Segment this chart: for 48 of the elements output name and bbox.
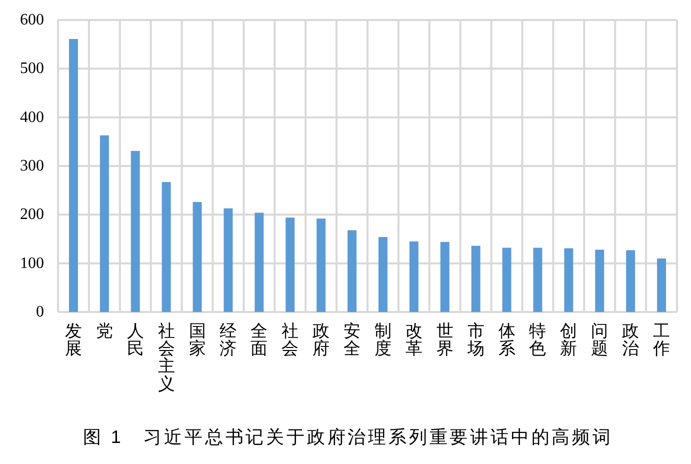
y-tick-label: 400: [20, 108, 44, 126]
x-tick-label: 经济: [220, 322, 237, 358]
x-tick-label: 发展: [64, 322, 82, 358]
x-tick-label: 世界: [436, 322, 454, 358]
x-tick-label: 国家: [188, 322, 206, 358]
x-tick-label: 全面: [250, 322, 268, 358]
x-tick-label: 特色: [529, 322, 546, 358]
text: 图 1 习近平总书记关于政府治理系列重要讲话中的高频词: [83, 427, 613, 447]
x-tick-label: 政府: [312, 322, 330, 358]
bar: [192, 202, 202, 312]
bar: [626, 250, 636, 312]
bar: [378, 237, 388, 312]
x-tick-label: 社会主义: [158, 322, 175, 394]
x-tick-label: 市场: [466, 322, 484, 358]
x-tick-label: 人民: [126, 322, 144, 358]
x-tick-label: 创新: [560, 322, 578, 358]
bar: [564, 248, 574, 312]
bar: [100, 135, 109, 312]
y-tick-label: 100: [20, 254, 44, 272]
bar: [440, 242, 450, 312]
bar: [409, 241, 418, 312]
x-tick-label: 安全: [344, 322, 361, 358]
bar: [348, 230, 357, 312]
bar: [254, 212, 264, 312]
x-tick-label: 问题: [591, 322, 608, 358]
y-tick-label: 500: [20, 60, 44, 78]
bar: [657, 258, 666, 312]
x-tick-label: 改革: [405, 322, 422, 358]
bar: [224, 208, 233, 312]
bar: [316, 218, 326, 312]
x-tick-label: 体系: [498, 322, 516, 358]
x-tick-label: 社会: [282, 322, 299, 358]
bar: [471, 246, 480, 312]
bar: [502, 248, 512, 312]
bar: [68, 38, 78, 312]
bar: [162, 182, 171, 312]
x-tick-label: 党: [96, 322, 113, 340]
bar: [595, 250, 604, 312]
x-tick-label: 制度: [374, 322, 392, 358]
x-tick-label: 政治: [622, 322, 640, 358]
y-tick-label: 0: [36, 304, 44, 320]
x-tick-label: 工作: [652, 322, 670, 358]
y-tick-label: 300: [20, 158, 44, 174]
bar: [286, 218, 295, 312]
y-tick-label: 600: [20, 12, 44, 28]
bar: [533, 248, 542, 312]
bar: [130, 150, 140, 312]
y-tick-label: 200: [20, 206, 44, 224]
